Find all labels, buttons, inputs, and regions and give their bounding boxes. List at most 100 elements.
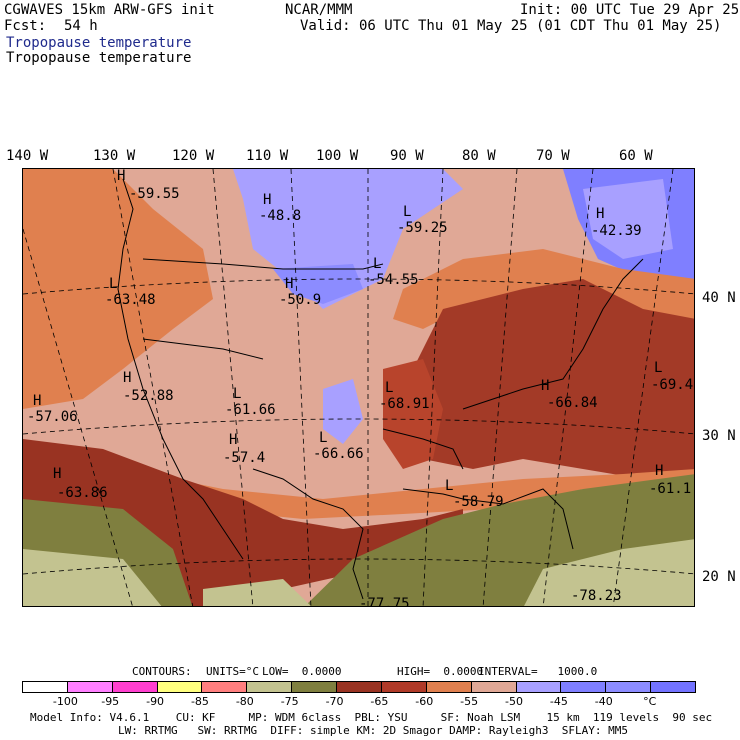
colorbar-tick-label: -70 (325, 695, 344, 708)
latlon-grid (23, 169, 694, 606)
lat-label: 40 N (702, 290, 736, 306)
model-info-line-1: Model Info: V4.6.1 CU: KF MP: WDM 6class… (30, 711, 713, 724)
temperature-value: -61.66 (225, 402, 276, 418)
lat-label: 20 N (702, 569, 736, 585)
contour-label: CONTOURS: (132, 665, 192, 678)
pressure-marker: H (655, 463, 664, 479)
temperature-value: -68.91 (379, 396, 430, 412)
field-fill-blue (273, 264, 363, 304)
pressure-marker: L (445, 478, 454, 494)
lon-label: 60 W (619, 148, 653, 164)
lon-label: 80 W (462, 148, 496, 164)
pressure-marker: L (654, 360, 663, 376)
field-fill-darkred (383, 359, 443, 469)
colorbar-tick-label: -85 (190, 695, 209, 708)
temperature-value: -50.9 (279, 292, 322, 308)
field-title-1: Tropopause temperature (6, 35, 192, 51)
colorbar-tick-label: -95 (101, 695, 120, 708)
colorbar-swatch (425, 681, 472, 693)
pressure-marker: L (319, 430, 328, 446)
temperature-value: -48.8 (259, 208, 302, 224)
contour-interval: INTERVAL= 1000.0 (478, 665, 598, 678)
field-fill-lightolive (23, 549, 162, 606)
pressure-marker: L (233, 386, 242, 402)
lon-label: 120 W (172, 148, 215, 164)
temperature-value: -61.1 (649, 481, 692, 497)
pressure-marker: H (117, 168, 126, 184)
pressure-marker: L (109, 276, 118, 292)
model-info-line-2: LW: RRTMG SW: RRTMG DIFF: simple KM: 2D … (118, 724, 628, 737)
contour-low: LOW= 0.0000 (262, 665, 342, 678)
temperature-value: -63.48 (105, 292, 156, 308)
colorbar-tick-label: -75 (280, 695, 299, 708)
colorbar-swatch (291, 681, 338, 693)
pressure-marker: H (285, 276, 294, 292)
colorbar-tick-label: -80 (235, 695, 254, 708)
colorbar-swatch (66, 681, 113, 693)
forecast-label: Fcst: (4, 18, 47, 34)
colorbar-swatch (22, 681, 68, 693)
pressure-marker: H (33, 393, 42, 409)
colorbar-tick-label: -50 (505, 695, 523, 708)
pressure-marker: H (263, 192, 272, 208)
colorbar-tick-label: -90 (146, 695, 165, 708)
field-fill-lightolive (203, 579, 311, 606)
pressure-marker: L (403, 204, 412, 220)
temperature-value: -78.23 (571, 588, 622, 604)
temperature-value: -66.84 (547, 395, 598, 411)
lat-label: 30 N (702, 428, 736, 444)
center-name: NCAR/MMM (285, 2, 353, 18)
colorbar-swatch (201, 681, 248, 693)
pressure-marker: H (123, 370, 132, 386)
coastlines (117, 178, 644, 600)
temperature-value: -77.75 (359, 596, 410, 607)
map-canvas (23, 169, 694, 606)
colorbar-swatch (246, 681, 293, 693)
temperature-value: -69.4 (651, 377, 694, 393)
colorbar-tick-label: -65 (370, 695, 389, 708)
colorbar-swatch (470, 681, 517, 693)
colorbar-tick-label: -55 (460, 695, 479, 708)
model-title: CGWAVES 15km ARW-GFS init (4, 2, 215, 18)
colorbar-tick-label: -60 (415, 695, 434, 708)
temperature-value: -42.39 (591, 223, 642, 239)
colorbar-tick-label: -40 (594, 695, 613, 708)
temperature-value: -54.55 (368, 272, 419, 288)
colorbar-swatch (156, 681, 203, 693)
lon-label: 100 W (316, 148, 359, 164)
pressure-marker: H (229, 432, 238, 448)
temperature-value: -63.86 (57, 485, 108, 501)
temperature-value: -59.55 (129, 186, 180, 202)
init-time: Init: 00 UTC Tue 29 Apr 25 (520, 2, 740, 18)
temperature-value: -57.4 (223, 450, 266, 466)
colorbar-tick-label: -45 (549, 695, 568, 708)
colorbar-swatch (111, 681, 158, 693)
contour-high: HIGH= 0.0000 (397, 665, 484, 678)
field-fill-lavender (583, 179, 673, 259)
colorbar-swatch (515, 681, 562, 693)
pressure-marker: H (53, 466, 62, 482)
colorbar-swatch (650, 681, 696, 693)
colorbar-tick-label: °C (643, 695, 657, 708)
field-title-2: Tropopause temperature (6, 50, 192, 66)
temperature-value: -59.25 (397, 220, 448, 236)
colorbar-swatch (336, 681, 382, 693)
lon-label: 130 W (93, 148, 136, 164)
lon-label: 90 W (390, 148, 424, 164)
lon-label: 140 W (6, 148, 49, 164)
temperature-value: -66.66 (313, 446, 364, 462)
forecast-hour: 54 h (64, 18, 98, 34)
pressure-marker: L (373, 256, 382, 272)
lon-label: 110 W (246, 148, 289, 164)
field-fill-darkred (403, 279, 694, 479)
pressure-marker: L (385, 380, 394, 396)
temperature-value: -57.06 (27, 409, 78, 425)
colorbar-swatch (380, 681, 427, 693)
colorbar-swatch (605, 681, 652, 693)
contour-units: UNITS=°C (206, 665, 259, 678)
field-fill-lavender (323, 379, 363, 444)
temperature-value: -52.88 (123, 388, 174, 404)
colorbar-swatch (560, 681, 607, 693)
field-fill-lightolive (524, 539, 694, 606)
valid-time: Valid: 06 UTC Thu 01 May 25 (01 CDT Thu … (300, 18, 722, 34)
